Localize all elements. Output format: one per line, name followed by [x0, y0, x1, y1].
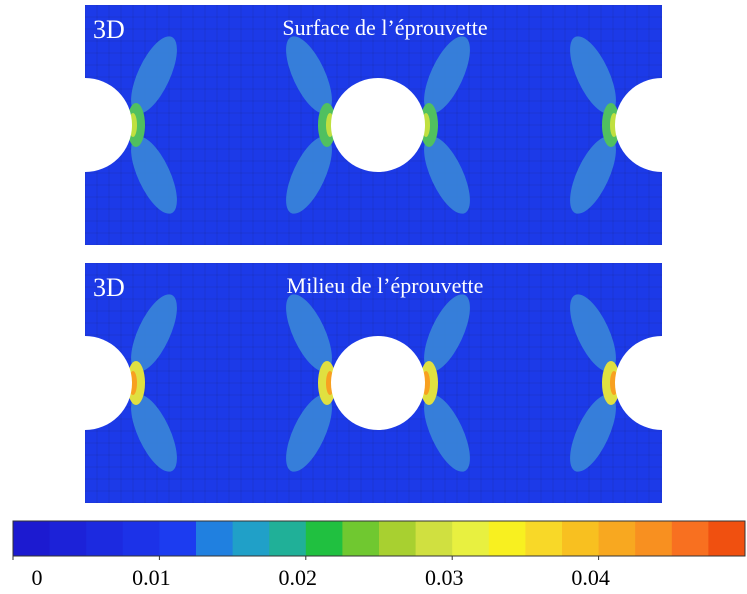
colorbar-segment	[159, 521, 197, 556]
strain-zone	[570, 394, 616, 472]
hole	[85, 78, 132, 172]
panel: 3D Milieu de l’éprouvette	[85, 263, 662, 503]
colorbar-segment	[671, 521, 709, 556]
colorbar-segment	[13, 521, 51, 556]
colorbar-segment	[342, 521, 380, 556]
strain-zone	[131, 136, 177, 214]
hole	[615, 336, 662, 430]
colorbar-frame	[12, 520, 746, 557]
strain-zone	[424, 294, 470, 372]
colorbar-segment	[415, 521, 453, 556]
hole	[331, 78, 425, 172]
panel-label: 3D	[93, 273, 125, 302]
panel-content	[85, 5, 662, 245]
colorbar-tick-label: 0.01	[132, 565, 171, 590]
colorbar-segment	[562, 521, 600, 556]
colorbar-segment	[488, 521, 526, 556]
strain-zone	[424, 36, 470, 114]
hole	[85, 336, 132, 430]
colorbar-segment	[49, 521, 87, 556]
strain-zone	[570, 136, 616, 214]
colorbar-segment	[379, 521, 417, 556]
strain-zone	[570, 294, 616, 372]
colorbar-segment	[196, 521, 234, 556]
colorbar-segment	[305, 521, 343, 556]
strain-zone	[424, 136, 470, 214]
hole	[615, 78, 662, 172]
colorbar-segment	[635, 521, 673, 556]
strain-zone	[131, 36, 177, 114]
colorbar-segment	[452, 521, 490, 556]
panel-content	[85, 263, 662, 503]
colorbar-segment	[269, 521, 307, 556]
colorbar-segment	[86, 521, 124, 556]
colorbar-tick-label: 0.03	[425, 565, 464, 590]
hole	[331, 336, 425, 430]
colorbar-segment	[708, 521, 746, 556]
colorbar-tick-label: 0	[32, 565, 43, 590]
strain-zone	[286, 36, 332, 114]
panel: 3D Surface de l’éprouvette	[85, 5, 662, 245]
strain-zone	[131, 394, 177, 472]
colorbar-segment	[598, 521, 636, 556]
colorbar-segment	[232, 521, 270, 556]
strain-zone	[424, 394, 470, 472]
colorbar-tick-label: 0.04	[571, 565, 610, 590]
panel-label: 3D	[93, 15, 125, 44]
strain-zone	[286, 294, 332, 372]
strain-zone	[286, 394, 332, 472]
panel-title: Milieu de l’éprouvette	[287, 273, 484, 298]
strain-zone	[131, 294, 177, 372]
colorbar-tick-label: 0.02	[279, 565, 318, 590]
colorbar-segment	[525, 521, 563, 556]
strain-zone	[286, 136, 332, 214]
strain-zone	[570, 36, 616, 114]
colorbar-segment	[122, 521, 160, 556]
panel-title: Surface de l’éprouvette	[282, 15, 487, 40]
